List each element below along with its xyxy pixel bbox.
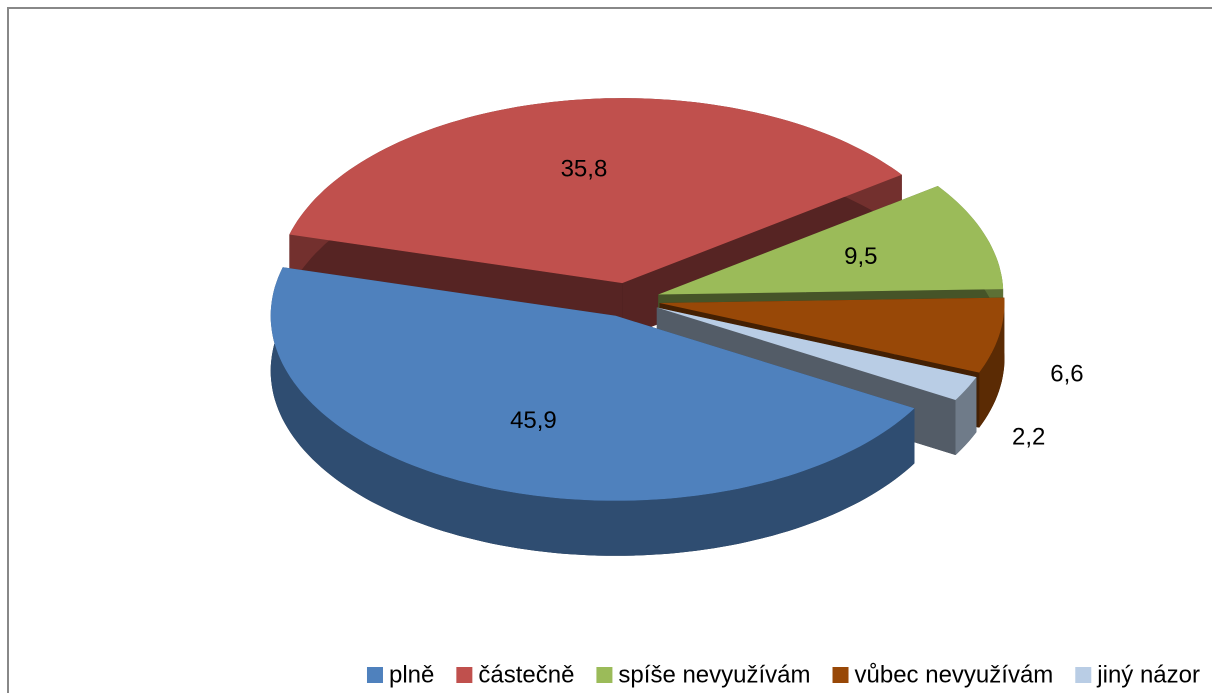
legend-item: vůbec nevyužívám bbox=[832, 661, 1054, 688]
legend-label: částečně bbox=[478, 661, 574, 688]
pie bbox=[270, 98, 1005, 556]
slice-top bbox=[658, 186, 1004, 295]
legend-label: spíše nevyužívám bbox=[618, 661, 810, 688]
data-label: 2,2 bbox=[1012, 423, 1045, 450]
legend-item: částečně bbox=[456, 661, 574, 688]
slice-rim bbox=[955, 377, 977, 455]
legend-swatch bbox=[366, 667, 383, 683]
legend-item: jiný názor bbox=[1075, 661, 1200, 688]
legend-label: plně bbox=[389, 661, 434, 688]
data-label: 45,9 bbox=[510, 407, 557, 434]
legend: plně částečně spíše nevyužívám vůbec nevyuž… bbox=[366, 661, 1200, 688]
legend-item: plně bbox=[366, 661, 434, 688]
legend-item: spíše nevyužívám bbox=[596, 661, 811, 688]
slice-rim bbox=[270, 267, 915, 556]
legend-label: vůbec nevyužívám bbox=[855, 661, 1054, 688]
legend-swatch bbox=[596, 667, 613, 683]
slice-top bbox=[289, 98, 902, 284]
data-label: 6,6 bbox=[1050, 361, 1083, 388]
legend-swatch bbox=[456, 667, 473, 683]
slice-top bbox=[270, 267, 915, 501]
slice-rim bbox=[979, 297, 1005, 428]
legend-swatch bbox=[1075, 667, 1092, 683]
data-labels: 45,9 35,8 9,5 6,6 2,2 bbox=[510, 156, 1084, 451]
data-label: 9,5 bbox=[844, 243, 877, 270]
slice-top bbox=[656, 307, 977, 400]
legend-label: jiný názor bbox=[1096, 661, 1200, 688]
legend-swatch bbox=[832, 667, 849, 683]
data-label: 35,8 bbox=[561, 156, 608, 183]
slice-top bbox=[659, 297, 1005, 373]
